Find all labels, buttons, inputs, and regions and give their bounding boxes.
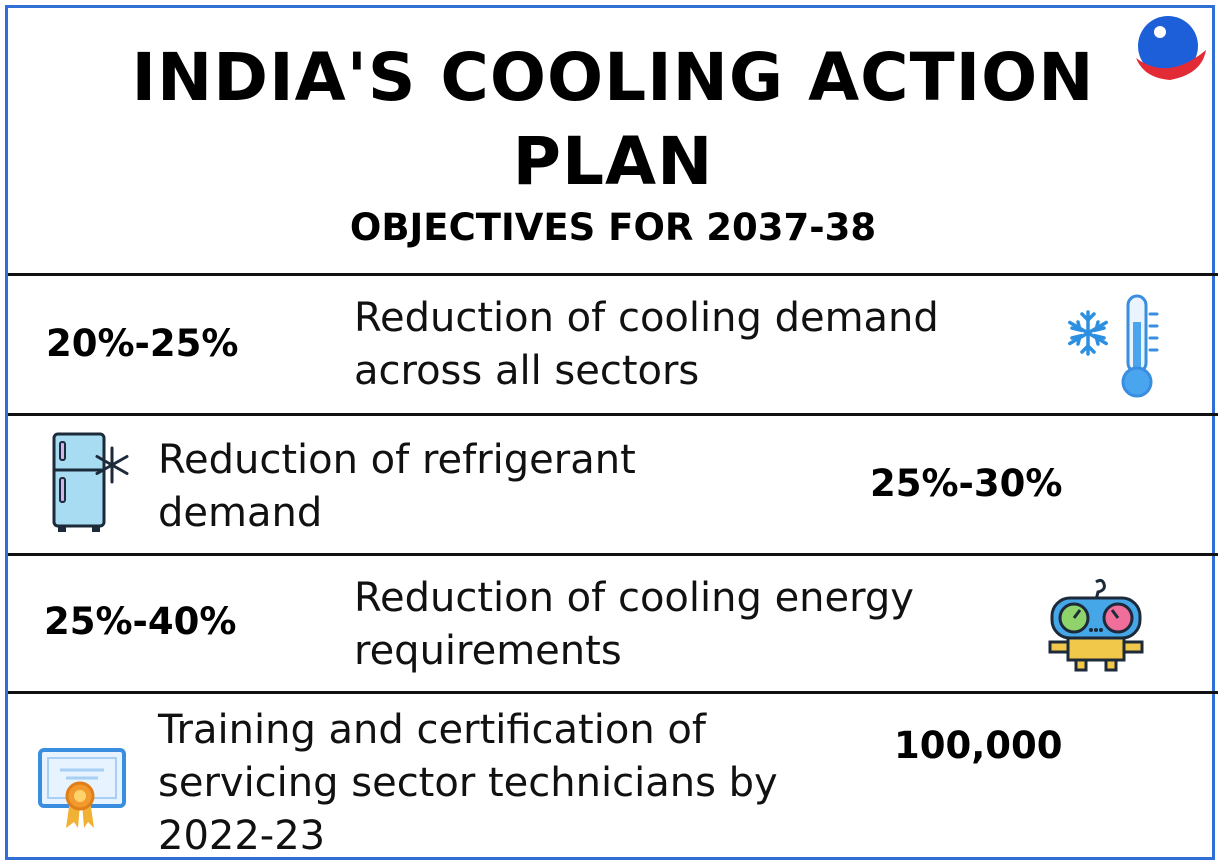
- pressure-gauge-icon: [1048, 578, 1144, 672]
- objective-row-cooling-energy: 25%-40% Reduction of cooling energy requ…: [8, 556, 1218, 694]
- objective-row-cooling-demand: 20%-25% Reduction of cooling demand acro…: [8, 276, 1218, 416]
- objective-description: Reduction of cooling demand across all s…: [354, 295, 939, 394]
- objective-value: 20%-25%: [46, 322, 239, 365]
- certificate-icon: [38, 748, 126, 828]
- page-subtitle: OBJECTIVES FOR 2037-38: [349, 206, 877, 249]
- infographic-frame: INDIA'S COOLING ACTION PLAN OBJECTIVES F…: [5, 5, 1218, 860]
- header: INDIA'S COOLING ACTION PLAN OBJECTIVES F…: [8, 8, 1218, 276]
- objective-value: 25%-30%: [870, 462, 1063, 505]
- thermometer-snowflake-icon: [1068, 294, 1159, 398]
- refrigerator-icon: [52, 432, 129, 532]
- objective-value: 25%-40%: [44, 600, 237, 643]
- objective-description: Training and certification of servicing …: [158, 707, 778, 859]
- objective-value: 100,000: [894, 724, 1063, 767]
- brand-logo: [1136, 16, 1206, 80]
- objective-description: Reduction of cooling energy requirements: [354, 575, 914, 674]
- objective-description: Reduction of refrigerant demand: [158, 437, 636, 536]
- objective-row-refrigerant: Reduction of refrigerant demand 25%-30%: [8, 416, 1218, 556]
- page-title: INDIA'S COOLING ACTION PLAN: [131, 39, 1095, 200]
- objective-row-training: Training and certification of servicing …: [8, 694, 1218, 860]
